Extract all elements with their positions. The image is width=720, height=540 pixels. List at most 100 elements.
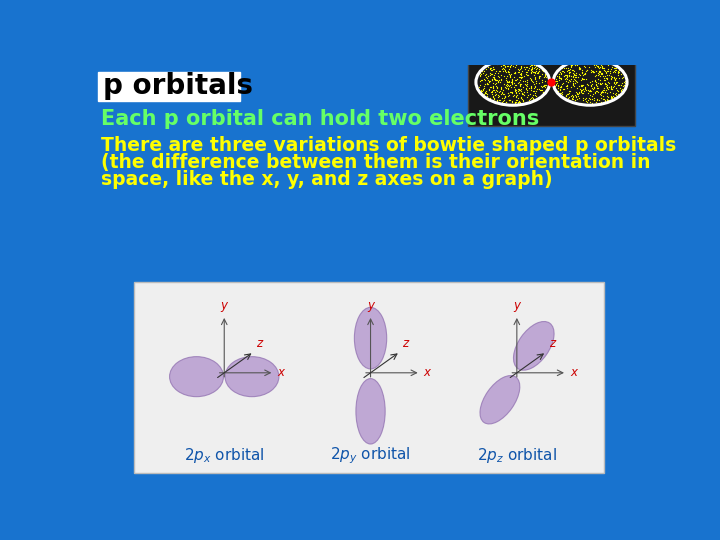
- Point: [576, 82, 588, 90]
- Point: [480, 88, 492, 97]
- Point: [602, 92, 613, 101]
- Point: [557, 67, 569, 76]
- Point: [613, 68, 625, 77]
- Point: [515, 80, 526, 89]
- Point: [617, 73, 629, 82]
- Point: [602, 67, 613, 76]
- Point: [512, 87, 523, 96]
- Point: [585, 56, 597, 65]
- Point: [564, 65, 575, 74]
- Point: [609, 64, 621, 72]
- Point: [571, 84, 582, 92]
- Point: [583, 86, 595, 95]
- Point: [518, 63, 530, 71]
- Point: [501, 78, 513, 86]
- Point: [612, 68, 624, 76]
- Point: [602, 85, 613, 93]
- Point: [595, 59, 607, 68]
- Point: [605, 64, 616, 73]
- Point: [613, 80, 624, 89]
- Point: [597, 92, 608, 100]
- Point: [477, 68, 488, 77]
- Point: [526, 62, 538, 71]
- Point: [566, 91, 577, 99]
- Point: [494, 66, 505, 75]
- Point: [570, 69, 581, 78]
- Point: [508, 69, 520, 77]
- Point: [585, 86, 596, 95]
- Point: [575, 86, 587, 95]
- Point: [595, 91, 606, 99]
- Point: [525, 90, 536, 98]
- Point: [605, 72, 616, 80]
- Point: [503, 89, 514, 98]
- Point: [503, 56, 515, 65]
- Point: [509, 62, 521, 71]
- Point: [598, 65, 609, 74]
- Point: [557, 87, 568, 96]
- Point: [482, 76, 494, 84]
- Point: [534, 66, 545, 75]
- Point: [505, 83, 516, 91]
- Point: [598, 86, 610, 95]
- Point: [526, 92, 538, 101]
- Point: [598, 94, 610, 103]
- Point: [578, 75, 590, 83]
- Point: [520, 80, 531, 89]
- Point: [557, 85, 569, 93]
- Point: [500, 66, 511, 75]
- Point: [549, 82, 561, 90]
- Point: [566, 94, 577, 103]
- Point: [588, 84, 599, 92]
- FancyBboxPatch shape: [98, 72, 240, 101]
- Point: [502, 82, 513, 91]
- Point: [487, 96, 498, 104]
- Point: [553, 76, 564, 85]
- Point: [475, 76, 487, 85]
- Point: [562, 78, 573, 86]
- Point: [595, 70, 606, 78]
- Point: [510, 76, 521, 84]
- Point: [562, 75, 573, 83]
- Point: [591, 81, 603, 90]
- Point: [503, 82, 515, 90]
- Point: [521, 68, 533, 77]
- Point: [493, 88, 505, 97]
- Point: [585, 68, 597, 76]
- Point: [570, 77, 582, 85]
- Point: [584, 90, 595, 99]
- Point: [557, 64, 568, 73]
- Point: [531, 87, 542, 96]
- Point: [537, 89, 549, 97]
- Point: [561, 82, 572, 90]
- Point: [572, 72, 583, 81]
- Text: x: x: [277, 366, 284, 379]
- Point: [579, 85, 590, 93]
- Point: [579, 63, 590, 71]
- Point: [508, 83, 520, 91]
- Point: [592, 82, 603, 91]
- Point: [594, 62, 606, 71]
- Point: [484, 65, 495, 74]
- Point: [526, 60, 538, 69]
- Point: [505, 78, 516, 86]
- Point: [611, 63, 622, 72]
- Point: [495, 78, 506, 87]
- Point: [530, 92, 541, 101]
- Point: [586, 77, 598, 85]
- Point: [498, 61, 509, 70]
- Point: [587, 66, 598, 75]
- Point: [567, 80, 579, 89]
- Point: [583, 63, 595, 72]
- Point: [598, 83, 610, 92]
- Point: [517, 99, 528, 107]
- Point: [577, 68, 588, 77]
- Point: [511, 90, 523, 99]
- Point: [506, 75, 518, 83]
- Point: [565, 75, 577, 84]
- Point: [585, 66, 596, 75]
- Point: [563, 86, 575, 95]
- Point: [594, 79, 606, 87]
- Point: [488, 94, 500, 103]
- Point: [562, 90, 574, 98]
